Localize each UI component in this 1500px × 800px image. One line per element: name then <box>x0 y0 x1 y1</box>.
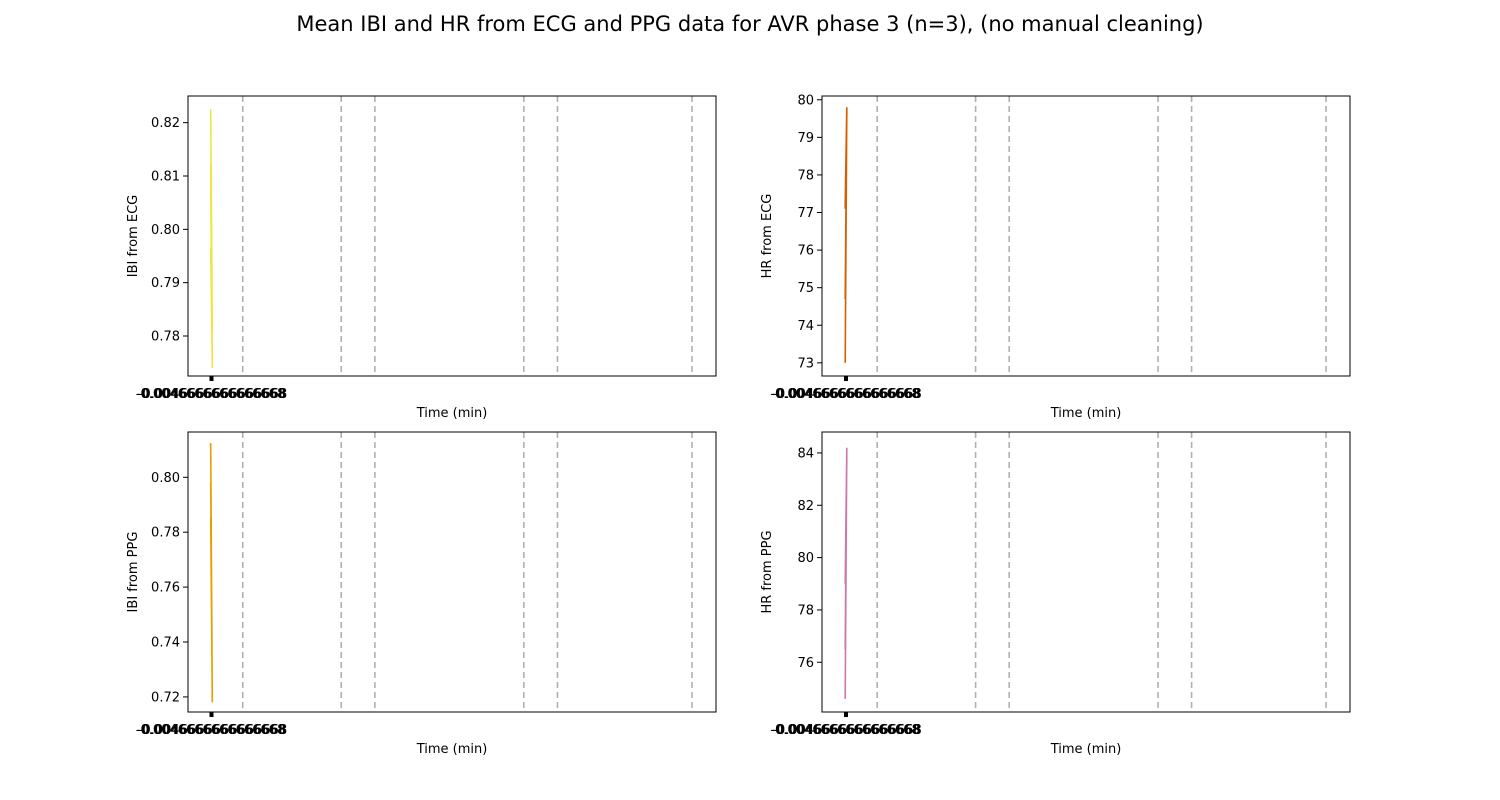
x-tick-label: -0.0046666666666668 <box>138 387 287 402</box>
x-axis-label: Time (min) <box>416 742 488 757</box>
x-tick-label: -0.0046666666666668 <box>136 723 285 738</box>
x-axis-label: Time (min) <box>1050 742 1122 757</box>
x-tick-label: -0.0046666666666668 <box>138 723 287 738</box>
panel-bottom-left: 0.720.740.760.780.80-0.0046666666666668-… <box>126 431 717 757</box>
y-axis-label: IBI from ECG <box>126 195 141 277</box>
y-tick-label: 82 <box>797 499 814 514</box>
y-tick-label: 84 <box>797 446 814 461</box>
y-tick-label: 0.81 <box>151 170 180 185</box>
axes-frame <box>821 431 1351 713</box>
y-tick-label: 0.78 <box>151 330 180 345</box>
y-tick-label: 0.80 <box>151 223 180 238</box>
series-line <box>844 447 848 699</box>
y-tick-label: 0.82 <box>151 116 180 131</box>
y-tick-label: 0.72 <box>151 690 180 705</box>
series-line <box>209 109 214 369</box>
y-tick-label: 80 <box>797 93 814 108</box>
x-tick-label: -0.0046666666666668 <box>772 387 921 402</box>
x-tick-label: -0.0046666666666668 <box>771 387 920 402</box>
y-tick-label: 75 <box>797 281 814 296</box>
panel-top-left: 0.780.790.800.810.82-0.0046666666666668-… <box>126 95 717 421</box>
x-tick-label: -0.0046666666666668 <box>137 387 286 402</box>
series-line <box>844 107 848 363</box>
axes-frame <box>187 431 717 713</box>
y-tick-label: 80 <box>797 551 814 566</box>
y-tick-label: 0.79 <box>151 276 180 291</box>
x-axis-label: Time (min) <box>1050 406 1122 421</box>
y-tick-label: 78 <box>797 168 814 183</box>
y-tick-label: 76 <box>797 244 814 259</box>
panel-bottom-right: 7678808284-0.0046666666666668-0.00466666… <box>760 431 1351 757</box>
y-axis-label: HR from PPG <box>760 530 775 613</box>
y-tick-label: 73 <box>797 356 814 371</box>
y-tick-label: 0.74 <box>151 636 180 651</box>
x-tick-label: -0.0046666666666668 <box>771 723 920 738</box>
x-tick-label: -0.0046666666666668 <box>770 723 919 738</box>
y-tick-label: 0.78 <box>151 526 180 541</box>
series-line <box>209 442 214 703</box>
axes-frame <box>821 95 1351 377</box>
y-tick-label: 78 <box>797 603 814 618</box>
x-tick-label: -0.0046666666666668 <box>137 723 286 738</box>
x-tick-label: -0.0046666666666668 <box>770 387 919 402</box>
y-tick-label: 0.80 <box>151 471 180 486</box>
y-tick-label: 77 <box>797 206 814 221</box>
y-tick-label: 74 <box>797 319 814 334</box>
y-axis-label: IBI from PPG <box>126 532 141 613</box>
x-tick-label: -0.0046666666666668 <box>772 723 921 738</box>
x-tick-label: -0.0046666666666668 <box>136 387 285 402</box>
y-axis-label: HR from ECG <box>760 194 775 279</box>
x-axis-label: Time (min) <box>416 406 488 421</box>
y-tick-label: 76 <box>797 656 814 671</box>
y-tick-label: 0.76 <box>151 581 180 596</box>
panel-top-right: 7374757677787980-0.0046666666666668-0.00… <box>760 93 1351 421</box>
axes-frame <box>187 95 717 377</box>
y-tick-label: 79 <box>797 131 814 146</box>
figure-title: Mean IBI and HR from ECG and PPG data fo… <box>296 12 1204 36</box>
